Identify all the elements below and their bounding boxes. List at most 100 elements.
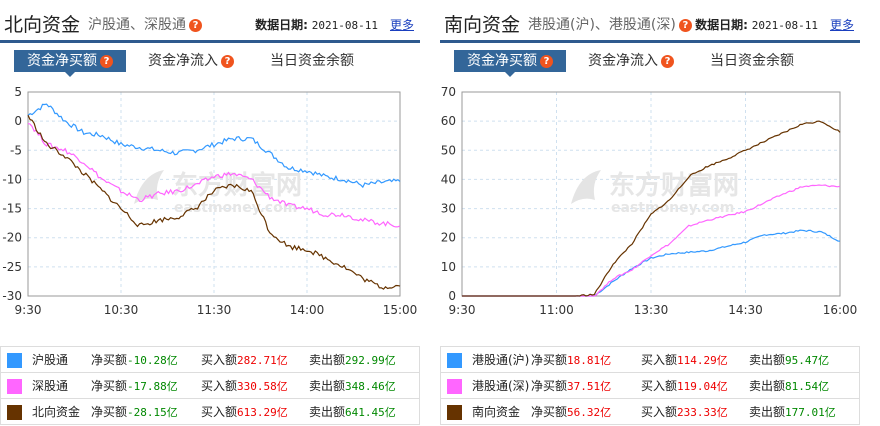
- x-tick-label: 10:30: [104, 303, 139, 317]
- legend-row: 深股通 净买额-17.88亿 买入额330.58亿 卖出额348.46亿: [0, 372, 420, 399]
- panel-subtitle: 沪股通、深股通?: [88, 14, 202, 34]
- legend-swatch: [447, 379, 462, 394]
- series-name: 北向资金: [32, 405, 81, 419]
- watermark-text: eastmoney.com: [174, 200, 297, 216]
- series-line-1: [27, 103, 401, 189]
- southbound-panel: 南向资金 港股通(沪)、港股通(深)? 数据日期: 2021-08-11 更多 …: [440, 0, 860, 426]
- y-tick-label: -20: [2, 231, 22, 245]
- help-icon[interactable]: ?: [678, 19, 692, 32]
- y-tick-label: 30: [441, 202, 456, 216]
- help-icon[interactable]: ?: [100, 55, 113, 68]
- legend-row: 南向资金 净买额56.32亿 买入额233.33亿 卖出额177.01亿: [440, 398, 860, 425]
- x-tick-label: 11:00: [539, 303, 574, 317]
- series-name: 港股通(深): [472, 379, 530, 393]
- panel-title: 北向资金: [4, 14, 81, 36]
- y-tick-label: 50: [441, 143, 456, 157]
- y-tick-label: 5: [14, 85, 22, 99]
- data-date: 数据日期: 2021-08-11: [695, 18, 818, 32]
- buy-value: 119.04亿: [677, 380, 728, 393]
- y-tick-label: 0: [448, 289, 456, 303]
- series-name: 港股通(沪): [472, 353, 530, 367]
- x-tick-label: 13:30: [634, 303, 669, 317]
- series-name: 沪股通: [32, 353, 69, 367]
- buy-value: 233.33亿: [677, 406, 728, 419]
- sell-value: 81.54亿: [785, 380, 830, 393]
- help-icon[interactable]: ?: [189, 19, 202, 32]
- plot-frame: [27, 91, 401, 297]
- help-icon[interactable]: ?: [221, 55, 234, 68]
- legend-swatch: [7, 353, 22, 368]
- y-tick-label: 40: [441, 172, 456, 186]
- net-buy-value: -10.28亿: [127, 354, 178, 367]
- buy-value: 613.29亿: [237, 406, 288, 419]
- x-tick-label: 15:00: [383, 303, 418, 317]
- legend-swatch: [447, 353, 462, 368]
- buy-value: 114.29亿: [677, 354, 728, 367]
- header-divider: [440, 40, 860, 43]
- northbound-line-chart[interactable]: 5 0 -5 -10 -15 -20 -25 -309:30 10:30 11:30 14:00 15…: [0, 82, 420, 322]
- legend-swatch: [7, 379, 22, 394]
- sell-value: 292.99亿: [345, 354, 396, 367]
- net-buy-value: -28.15亿: [127, 406, 178, 419]
- plot-frame: [461, 91, 841, 297]
- sell-value: 177.01亿: [785, 406, 836, 419]
- tab-net-inflow[interactable]: 资金净流入?: [588, 50, 674, 72]
- panel-header: 南向资金 港股通(沪)、港股通(深)? 数据日期: 2021-08-11 更多: [444, 8, 860, 38]
- y-tick-label: 20: [441, 231, 456, 245]
- help-icon[interactable]: ?: [661, 55, 674, 68]
- series-line-3: [27, 114, 401, 290]
- tab-net-buy[interactable]: 资金净买额?: [14, 50, 126, 77]
- y-tick-label: 10: [441, 260, 456, 274]
- net-buy-value: 37.51亿: [567, 380, 612, 393]
- x-tick-label: 9:30: [15, 303, 42, 317]
- southbound-line-chart[interactable]: 70 60 50 40 30 20 10 09:30 11:00 13:30 14:30 16:00 东…: [440, 82, 860, 322]
- y-tick-label: -25: [2, 260, 22, 274]
- watermark-text: 东方财富网: [609, 170, 739, 201]
- series-line-2: [27, 122, 401, 228]
- panel-subtitle: 港股通(沪)、港股通(深)?: [528, 14, 692, 34]
- panel-title: 南向资金: [444, 14, 521, 36]
- x-tick-label: 9:30: [449, 303, 476, 317]
- more-link[interactable]: 更多: [389, 18, 414, 32]
- legend-row: 沪股通 净买额-10.28亿 买入额282.71亿 卖出额292.99亿: [0, 346, 420, 373]
- sell-value: 348.46亿: [345, 380, 396, 393]
- tab-daily-balance[interactable]: 当日资金余额: [710, 53, 794, 69]
- x-tick-label: 11:30: [197, 303, 232, 317]
- sell-value: 641.45亿: [345, 406, 396, 419]
- y-tick-label: -10: [2, 172, 22, 186]
- legend-row: 北向资金 净买额-28.15亿 买入额613.29亿 卖出额641.45亿: [0, 398, 420, 425]
- net-buy-value: -17.88亿: [127, 380, 178, 393]
- series-name: 深股通: [32, 379, 69, 393]
- help-icon[interactable]: ?: [540, 55, 553, 68]
- y-tick-label: 60: [441, 114, 456, 128]
- header-divider: [0, 40, 420, 43]
- net-buy-value: 56.32亿: [567, 406, 612, 419]
- panel-header: 北向资金 沪股通、深股通? 数据日期: 2021-08-11 更多: [4, 8, 420, 38]
- legend-swatch: [7, 405, 22, 420]
- y-tick-label: -30: [2, 289, 22, 303]
- series-line-3: [462, 120, 841, 297]
- buy-value: 330.58亿: [237, 380, 288, 393]
- northbound-legend: 沪股通 净买额-10.28亿 买入额282.71亿 卖出额292.99亿 深股通 净买额-…: [0, 346, 420, 425]
- watermark-text: eastmoney.com: [611, 200, 734, 216]
- more-link[interactable]: 更多: [829, 18, 854, 32]
- southbound-legend: 港股通(沪) 净买额18.81亿 买入额114.29亿 卖出额95.47亿 港股通(深)…: [440, 346, 860, 425]
- y-tick-label: 70: [441, 85, 456, 99]
- net-buy-value: 18.81亿: [567, 354, 612, 367]
- y-tick-label: -5: [10, 143, 22, 157]
- tab-net-buy[interactable]: 资金净买额?: [454, 50, 566, 77]
- series-name: 南向资金: [472, 405, 521, 419]
- legend-row: 港股通(沪) 净买额18.81亿 买入额114.29亿 卖出额95.47亿: [440, 346, 860, 373]
- x-tick-label: 16:00: [823, 303, 858, 317]
- watermark-logo-icon: [571, 170, 601, 204]
- x-tick-label: 14:00: [290, 303, 325, 317]
- data-date: 数据日期: 2021-08-11: [255, 18, 378, 32]
- sell-value: 95.47亿: [785, 354, 830, 367]
- tab-daily-balance[interactable]: 当日资金余额: [270, 53, 354, 69]
- tab-net-inflow[interactable]: 资金净流入?: [148, 50, 234, 72]
- northbound-panel: 北向资金 沪股通、深股通? 数据日期: 2021-08-11 更多 资金净买额?…: [0, 0, 420, 426]
- y-tick-label: -15: [2, 202, 22, 216]
- legend-swatch: [447, 405, 462, 420]
- legend-row: 港股通(深) 净买额37.51亿 买入额119.04亿 卖出额81.54亿: [440, 372, 860, 399]
- watermark-logo-icon: [134, 170, 164, 204]
